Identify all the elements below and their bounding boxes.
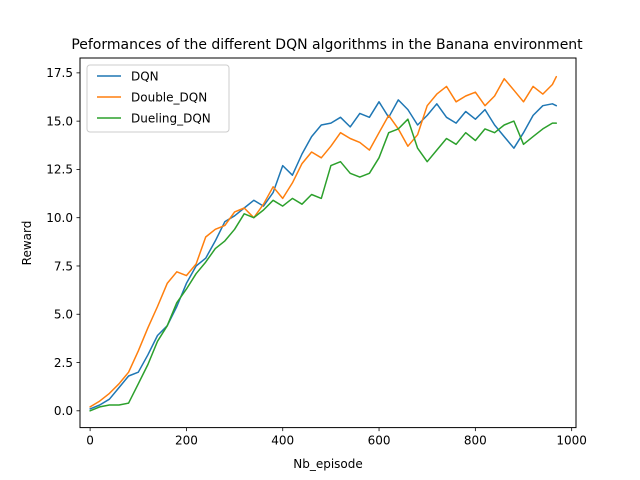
plot-frame (79, 57, 577, 429)
legend-box (86, 64, 230, 133)
series-line-dqn (89, 99, 558, 410)
y-tick-label: 10.0 (46, 211, 73, 225)
y-tick-label: 5.0 (54, 308, 73, 322)
y-tick-label: 15.0 (46, 114, 73, 128)
x-axis: 0 200 400 600 800 1000 (86, 427, 587, 448)
y-tick-label: 0.0 (54, 404, 73, 418)
legend-label-dqn: DQN (131, 69, 159, 83)
x-tick-label: 1000 (556, 434, 587, 448)
y-tick-label: 7.5 (54, 259, 73, 273)
legend-label-dueling-dqn: Dueling_DQN (131, 111, 211, 125)
legend: DQN Double_DQN Dueling_DQN (86, 64, 230, 133)
x-tick-label: 200 (175, 434, 198, 448)
x-tick-label: 800 (464, 434, 487, 448)
y-axis-label: Reward (20, 221, 34, 266)
y-axis: 0.0 2.5 5.0 7.5 10.0 12.5 15.0 17.5 (46, 66, 80, 418)
x-tick-label: 0 (86, 434, 94, 448)
plot-series (89, 75, 558, 412)
series-line-dueling-dqn (89, 118, 558, 412)
y-tick-label: 17.5 (46, 66, 73, 80)
x-axis-label: Nb_episode (293, 457, 363, 471)
y-tick-label: 12.5 (46, 163, 73, 177)
legend-items: DQN Double_DQN Dueling_DQN (97, 69, 211, 125)
x-tick-label: 600 (368, 434, 391, 448)
y-tick-label: 2.5 (54, 356, 73, 370)
legend-label-double-dqn: Double_DQN (131, 90, 207, 104)
x-tick-label: 400 (271, 434, 294, 448)
series-line-double-dqn (89, 75, 558, 408)
chart-title: Peformances of the different DQN algorit… (71, 37, 583, 53)
